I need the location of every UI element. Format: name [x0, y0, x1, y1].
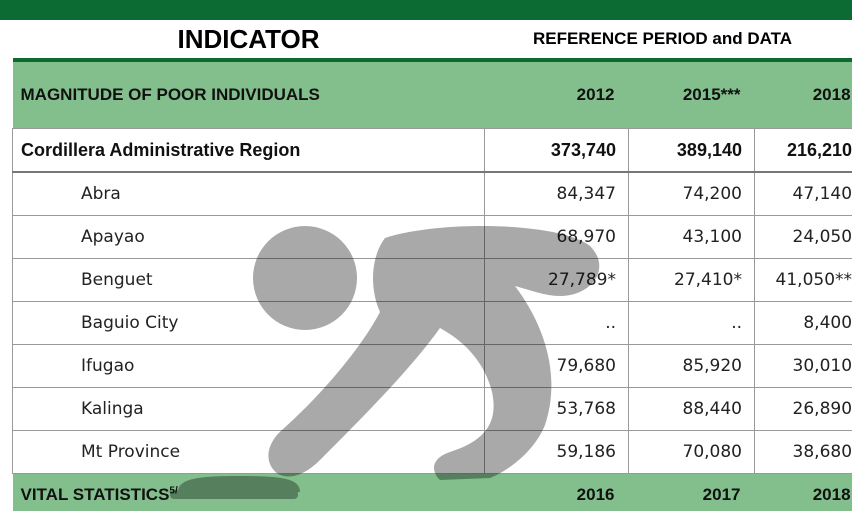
value-cell: 74,200 [628, 171, 755, 216]
indicator-header: INDICATOR [177, 23, 320, 54]
year-header: 2018 [754, 62, 852, 129]
year-header: 2016 [484, 473, 629, 511]
value-cell: 389,140 [628, 128, 755, 173]
value-cell: 216,210 [753, 128, 852, 173]
data-row: Abra 84,347 74,200 47,140 [12, 171, 852, 216]
row-label: Mt Province [12, 430, 485, 474]
divider-cell [12, 58, 852, 62]
value-cell: 85,920 [628, 344, 755, 388]
section-header-row: VITAL STATISTICS5/2016 2017 2018 [12, 473, 852, 511]
table-container: INDICATOR REFERENCE PERIOD and DATA MAGN… [12, 20, 852, 511]
value-cell: 26,890 [753, 387, 852, 431]
value-cell: 43,100 [628, 215, 755, 259]
row-label: Ifugao [12, 344, 485, 388]
value-cell: 70,080 [628, 430, 755, 474]
data-row: Benguet 27,789* 27,410* 41,050** [12, 258, 852, 302]
section-header-row: MAGNITUDE OF POOR INDIVIDUALS 2012 2015***… [12, 62, 852, 129]
section-title: MAGNITUDE OF POOR INDIVIDUALS [12, 62, 485, 129]
row-label: Baguio City [12, 301, 485, 345]
value-cell: 79,680 [484, 344, 629, 388]
top-bar [0, 0, 852, 20]
value-cell: 27,410* [628, 258, 755, 302]
header-row: INDICATOR REFERENCE PERIOD and DATA [13, 20, 852, 58]
value-cell: .. [628, 301, 755, 345]
reference-header: REFERENCE PERIOD and DATA [532, 29, 793, 48]
row-label: Abra [12, 171, 485, 216]
year-header: 2017 [628, 473, 755, 511]
value-cell: .. [484, 301, 629, 345]
value-cell: 27,789* [484, 258, 629, 302]
value-cell: 68,970 [484, 215, 629, 259]
row-label: Apayao [12, 215, 485, 259]
section-title: VITAL STATISTICS5/ [12, 473, 485, 511]
data-row: Baguio City.... 8,400 [12, 301, 852, 345]
value-cell: 41,050** [753, 258, 852, 302]
row-label: Benguet [12, 258, 485, 302]
year-header: 2015*** [628, 62, 755, 129]
value-cell: 47,140 [753, 171, 852, 216]
row-label: Cordillera Administrative Region [12, 128, 485, 173]
data-row: Kalinga 53,768 88,440 26,890 [12, 387, 852, 431]
value-cell: 30,010 [753, 344, 852, 388]
value-cell: 38,680 [753, 430, 852, 474]
year-header: 2018 [754, 473, 852, 511]
value-cell: 84,347 [484, 171, 629, 216]
footnote-marker: 5/ [169, 484, 178, 496]
divider [12, 58, 852, 62]
section-title-text: VITAL STATISTICS [20, 484, 170, 504]
year-header: 2012 [484, 62, 629, 129]
indicator-table: INDICATOR REFERENCE PERIOD and DATA MAGN… [12, 20, 852, 511]
data-row: Cordillera Administrative Region 373,740 3… [12, 128, 852, 173]
value-cell: 24,050 [753, 215, 852, 259]
value-cell: 59,186 [484, 430, 629, 474]
section-title-text: MAGNITUDE OF POOR INDIVIDUALS [20, 85, 320, 104]
value-cell: 8,400 [753, 301, 852, 345]
value-cell: 373,740 [484, 128, 629, 173]
data-row: Mt Province 59,186 70,080 38,680 [12, 430, 852, 474]
table-body: INDICATOR REFERENCE PERIOD and DATA MAGN… [12, 20, 852, 511]
data-row: Apayao 68,970 43,100 24,050 [12, 215, 852, 259]
data-row: Ifugao 79,680 85,920 30,010 [12, 344, 852, 388]
row-label: Kalinga [12, 387, 485, 431]
value-cell: 88,440 [628, 387, 755, 431]
value-cell: 53,768 [484, 387, 629, 431]
